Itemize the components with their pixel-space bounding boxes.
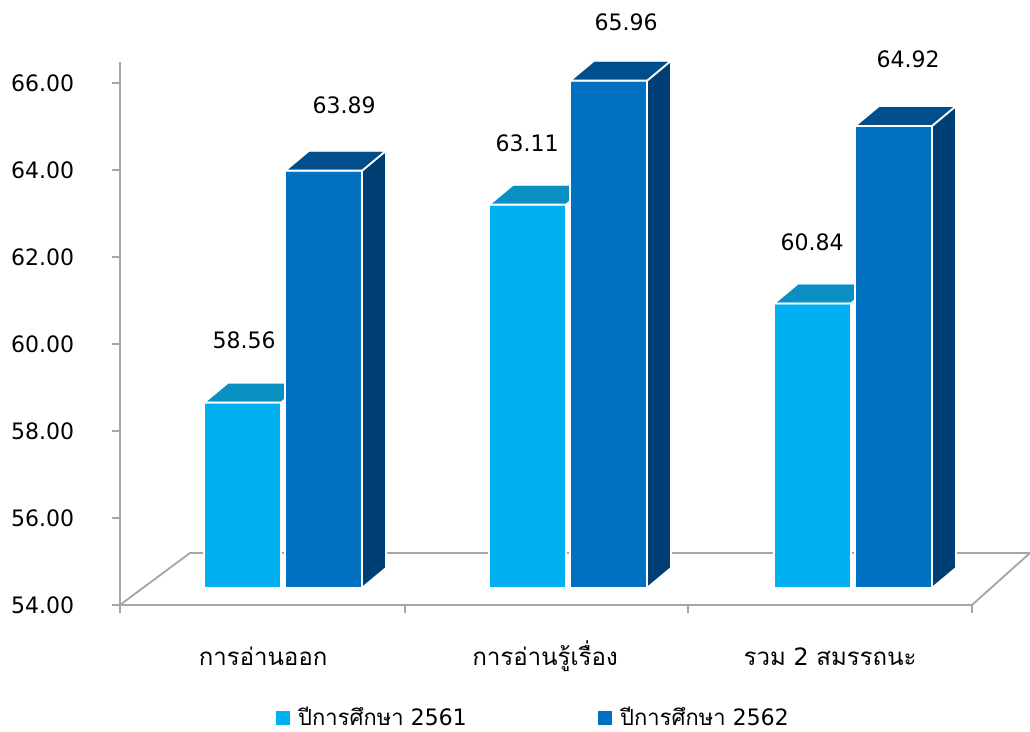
y-tick-label: 54.00 [11, 594, 74, 619]
bar-side-face [361, 149, 387, 589]
y-tick-label: 60.00 [11, 333, 74, 358]
bar-front-face [569, 79, 648, 589]
y-tick-labels: 54.00 56.00 58.00 60.00 62.00 64.00 66.0… [11, 72, 74, 619]
bar-2562-cat1 [284, 149, 387, 589]
legend: ปีการศึกษา 2561 ปีการศึกษา 2562 [276, 706, 789, 731]
legend-label-2561: ปีการศึกษา 2561 [297, 706, 467, 731]
data-label-2561-cat1: 58.56 [213, 329, 276, 354]
bar-2561-cat3 [773, 282, 876, 589]
bar-front-face [203, 401, 282, 589]
bar-front-face [488, 203, 567, 589]
bar-side-face [646, 59, 672, 589]
x-category-label: การอ่านออก [199, 643, 328, 671]
y-tick-label: 64.00 [11, 159, 74, 184]
bar-front-face [854, 124, 933, 589]
x-category-labels: การอ่านออก การอ่านรู้เรื่อง รวม 2 สมรรถน… [199, 640, 917, 672]
legend-label-2562: ปีการศึกษา 2562 [619, 706, 789, 731]
bar-2561-cat2 [488, 183, 591, 589]
data-label-2562-cat1: 63.89 [313, 94, 376, 119]
data-label-2561-cat2: 63.11 [496, 132, 559, 157]
floor-back-edge [119, 552, 1030, 606]
y-tick-label: 58.00 [11, 420, 74, 445]
bar-2561-cat1 [203, 381, 306, 589]
bar-front-face [284, 169, 363, 589]
x-category-label: การอ่านรู้เรื่อง [472, 640, 617, 672]
legend-swatch-2562 [598, 711, 612, 725]
bar-front-face [773, 302, 852, 589]
data-labels: 58.56 63.89 63.11 65.96 60.84 64.92 [213, 11, 940, 354]
y-tick-marks [112, 82, 973, 613]
x-category-label: รวม 2 สมรรถนะ [744, 643, 917, 671]
bar-side-face [931, 104, 957, 589]
data-label-2562-cat3: 64.92 [877, 48, 940, 73]
y-tick-label: 56.00 [11, 507, 74, 532]
bar-2562-cat2 [569, 59, 672, 589]
legend-swatch-2561 [276, 711, 290, 725]
bars [203, 59, 957, 589]
y-tick-label: 62.00 [11, 246, 74, 271]
bar-2562-cat3 [854, 104, 957, 589]
data-label-2562-cat2: 65.96 [595, 11, 658, 36]
data-label-2561-cat3: 60.84 [781, 231, 844, 256]
y-tick-label: 66.00 [11, 72, 74, 97]
floor-right-edge [971, 552, 1030, 606]
